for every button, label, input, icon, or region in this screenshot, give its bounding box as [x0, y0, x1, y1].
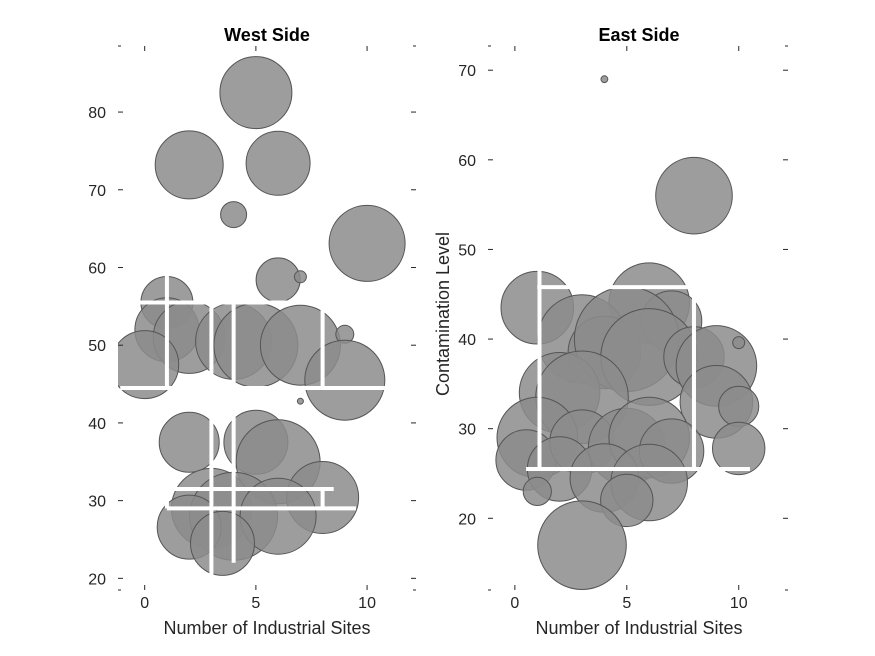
bubble-point [712, 421, 766, 476]
bubble-point [718, 385, 760, 427]
bubble-point [255, 257, 301, 303]
east-side-bubbles [495, 75, 766, 590]
east-side-box-overlay [526, 267, 750, 472]
bubble-point [293, 270, 307, 284]
y-tick-label: 80 [88, 105, 106, 122]
west-side-title: West Side [224, 25, 310, 45]
east-side-ticks: 0 5 10 20 30 40 50 60 70 [458, 45, 788, 612]
y-tick-label: 30 [458, 422, 476, 439]
y-tick-label: 40 [88, 416, 106, 433]
y-tick-label: 40 [458, 332, 476, 349]
y-tick-label: 20 [88, 571, 106, 588]
y-tick-label: 50 [458, 242, 476, 259]
bubble-point [296, 397, 304, 405]
east-side-y-axis-label: Contamination Level [433, 232, 453, 396]
y-tick-label: 60 [88, 260, 106, 277]
x-tick-label: 0 [140, 595, 149, 612]
west-side-bubbles [118, 56, 406, 576]
west-side-ticks: 0 5 10 20 30 40 50 60 70 80 [88, 45, 416, 612]
y-tick-label: 50 [88, 338, 106, 355]
east-side-x-axis-label: Number of Industrial Sites [535, 618, 742, 638]
west-side-x-axis-label: Number of Industrial Sites [163, 618, 370, 638]
east-side-title: East Side [598, 25, 679, 45]
bubble-point [522, 476, 552, 506]
bubble-point [732, 336, 746, 350]
bubble-point [655, 156, 733, 235]
bubble-point [328, 204, 406, 282]
bubble-point [118, 330, 180, 400]
x-tick-label: 10 [358, 595, 376, 612]
x-tick-label: 10 [730, 595, 748, 612]
x-tick-label: 5 [251, 595, 260, 612]
bubble-point [154, 130, 224, 200]
bubble-point [600, 75, 609, 84]
bubble-point [158, 411, 220, 473]
x-tick-label: 5 [622, 595, 631, 612]
bubble-point [190, 510, 255, 576]
bubble-point [219, 56, 293, 130]
bubble-point [220, 201, 248, 229]
y-tick-label: 70 [88, 183, 106, 200]
bubble-point [304, 339, 386, 421]
west-side-box-overlay [120, 275, 390, 579]
y-tick-label: 70 [458, 63, 476, 80]
x-tick-label: 0 [510, 595, 519, 612]
y-tick-label: 30 [88, 494, 106, 511]
west-side-panel: West Side 0 5 10 20 30 40 50 60 70 80 Number of I… [88, 25, 416, 638]
east-side-panel: East Side 0 5 10 20 30 40 50 60 70 Number of Ind… [433, 25, 788, 638]
bubble-point [537, 500, 627, 590]
y-tick-label: 20 [458, 511, 476, 528]
y-tick-label: 60 [458, 153, 476, 170]
bubble-point [600, 473, 654, 528]
bubble-point [245, 130, 311, 196]
